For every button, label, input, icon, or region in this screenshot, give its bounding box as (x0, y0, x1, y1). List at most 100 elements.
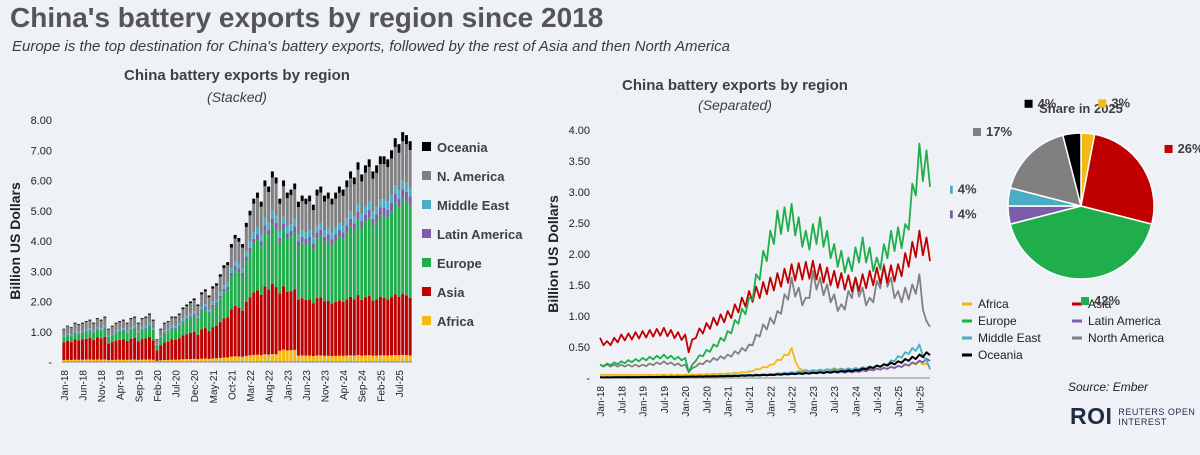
stacked-bar-segment (88, 337, 92, 360)
stacked-bar-segment (207, 311, 211, 314)
stacked-bar-segment (177, 338, 181, 360)
stacked-bar-segment (188, 316, 192, 318)
stacked-bar-segment (390, 150, 394, 159)
stacked-bar-segment (282, 286, 286, 350)
separated-x-tick-label: Jul-22 (788, 386, 799, 414)
stacked-bar-segment (159, 360, 163, 362)
stacked-chart-title: China battery exports by region (124, 67, 350, 84)
stacked-bar-segment (285, 226, 289, 234)
stacked-bar-segment (375, 172, 379, 207)
roi-logo-line2: INTEREST (1118, 416, 1167, 427)
stacked-bar-segment (159, 337, 163, 346)
stacked-bar-segment (248, 210, 252, 216)
stacked-bar-segment (304, 238, 308, 245)
separated-x-tick-label: Jul-23 (830, 386, 841, 414)
stacked-bar-segment (267, 289, 271, 355)
stacked-x-tick-label: Jul-25 (395, 370, 406, 398)
stacked-bar-segment (99, 330, 103, 339)
stacked-bar-segment (308, 355, 312, 362)
stacked-bar-segment (62, 360, 66, 362)
stacked-bar-segment (311, 237, 315, 244)
stacked-bar-segment (334, 234, 338, 241)
stacked-bar-segment (151, 329, 155, 331)
stacked-bar-segment (133, 327, 137, 329)
stacked-bar-segment (84, 329, 88, 331)
stacked-bar-segment (162, 330, 166, 333)
stacked-bar-segment (319, 355, 323, 362)
stacked-bar-segment (159, 329, 163, 336)
stacked-bar-segment (84, 322, 88, 330)
stacked-bar-segment (244, 355, 248, 362)
stacked-bar-segment (363, 172, 367, 207)
stacked-bar-segment (118, 329, 122, 332)
stacked-bar-segment (378, 199, 382, 208)
stacked-bar-segment (255, 290, 259, 355)
stacked-bar-segment (363, 214, 367, 222)
stacked-bar-segment (393, 146, 397, 186)
stacked-bar-segment (77, 331, 81, 334)
stacked-bar-segment (121, 328, 125, 330)
stacked-bar-segment (390, 211, 394, 298)
stacked-bar-segment (155, 345, 159, 351)
stacked-bar-segment (386, 299, 390, 356)
stacked-bar-segment (237, 356, 241, 362)
stacked-bar-segment (170, 325, 174, 328)
stacked-bar-segment (282, 216, 286, 224)
stacked-bar-segment (174, 316, 178, 318)
stacked-x-tick-label: Nov-23 (321, 370, 332, 403)
stacked-bar-segment (390, 297, 394, 356)
stacked-bar-segment (274, 215, 278, 223)
stacked-legend-swatch (422, 316, 431, 325)
stacked-bar-segment (371, 171, 375, 179)
stacked-bar-segment (207, 295, 211, 298)
stacked-bar-segment (133, 325, 137, 328)
stacked-bar-segment (136, 323, 140, 331)
stacked-bar-segment (166, 332, 170, 342)
stacked-bar-segment (401, 141, 405, 181)
stacked-bar-segment (408, 150, 412, 188)
stacked-bar-segment (215, 358, 219, 362)
stacked-bar-segment (259, 294, 263, 356)
stacked-bar-segment (393, 294, 397, 355)
stacked-x-tick-label: May-21 (209, 370, 220, 404)
pie-data-label: 26% (1178, 141, 1200, 156)
stacked-bar-segment (229, 276, 233, 310)
stacked-bar-segment (252, 198, 256, 204)
stacked-bars (62, 132, 412, 362)
stacked-bar-segment (382, 355, 386, 362)
stacked-bar-segment (326, 227, 330, 235)
stacked-bar-segment (125, 323, 129, 331)
stacked-bar-segment (155, 343, 159, 345)
stacked-bar-segment (300, 236, 304, 243)
stacked-bar-segment (177, 314, 181, 324)
stacked-bar-segment (237, 263, 241, 269)
stacked-bar-segment (349, 171, 353, 179)
stacked-bar-segment (73, 332, 77, 340)
stacked-bar-segment (129, 326, 133, 329)
stacked-bar-segment (181, 309, 185, 319)
roi-logo-mark: ROI (1070, 403, 1113, 429)
stacked-bar-segment (408, 355, 412, 362)
stacked-bar-segment (155, 360, 159, 362)
stacked-bar-segment (211, 286, 215, 289)
stacked-bar-segment (323, 355, 326, 362)
stacked-legend-label: Africa (437, 314, 475, 329)
stacked-bar-segment (129, 329, 133, 339)
stacked-bar-segment (222, 318, 226, 358)
stacked-bar-segment (103, 317, 107, 326)
stacked-bar-segment (170, 328, 174, 340)
stacked-bar-segment (241, 356, 245, 362)
stacked-bar-segment (140, 359, 144, 362)
stacked-bar-segment (77, 333, 81, 335)
stacked-bar-segment (371, 300, 375, 356)
stacked-bar-segment (293, 226, 297, 233)
stacked-bar-segment (241, 310, 245, 357)
stacked-bar-segment (337, 300, 341, 356)
stacked-bar-segment (289, 195, 293, 225)
separated-y-axis-label: Billion US Dollars (545, 195, 561, 313)
stacked-bar-segment (341, 232, 345, 239)
stacked-bar-segment (222, 285, 226, 289)
stacked-bar-segment (308, 299, 312, 356)
stacked-bar-segment (397, 189, 401, 199)
stacked-bar-segment (229, 272, 233, 277)
